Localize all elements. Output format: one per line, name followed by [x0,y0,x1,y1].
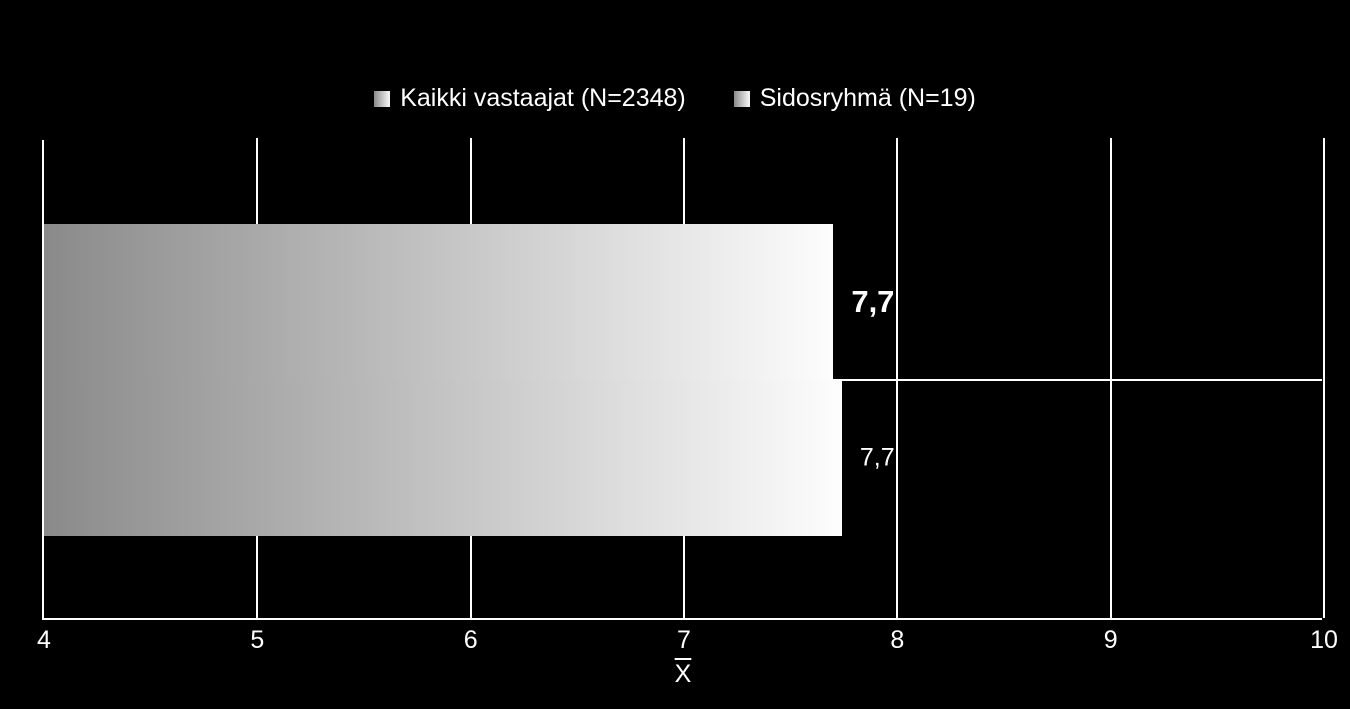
x-tick-label: 6 [464,626,478,655]
x-tick-label: 5 [250,626,264,655]
x-tick-label: 7 [677,626,691,655]
legend-swatch [374,91,390,107]
bar-chart: Kaikki vastaajat (N=2348) Sidosryhmä (N=1… [0,0,1350,709]
x-tick-label: 8 [890,626,904,655]
legend: Kaikki vastaajat (N=2348) Sidosryhmä (N=1… [0,84,1350,114]
x-axis-title: X [675,660,692,689]
legend-swatch [734,91,750,107]
legend-label: Kaikki vastaajat (N=2348) [400,84,686,113]
bar-fill [44,224,833,380]
bar-fill [44,380,842,536]
x-tick-label: 10 [1310,626,1338,655]
x-tick-label: 9 [1104,626,1118,655]
bar-value-label: 7,7 [851,284,894,320]
plot-area: X 456789107,77,7 [42,140,1322,620]
bar-value-label: 7,7 [860,444,895,473]
legend-item: Kaikki vastaajat (N=2348) [374,84,686,113]
bar: 7,7 [44,224,1324,380]
legend-label: Sidosryhmä (N=19) [760,84,976,113]
x-tick-label: 4 [37,626,51,655]
bar: 7,7 [44,380,1324,536]
legend-item: Sidosryhmä (N=19) [734,84,976,113]
